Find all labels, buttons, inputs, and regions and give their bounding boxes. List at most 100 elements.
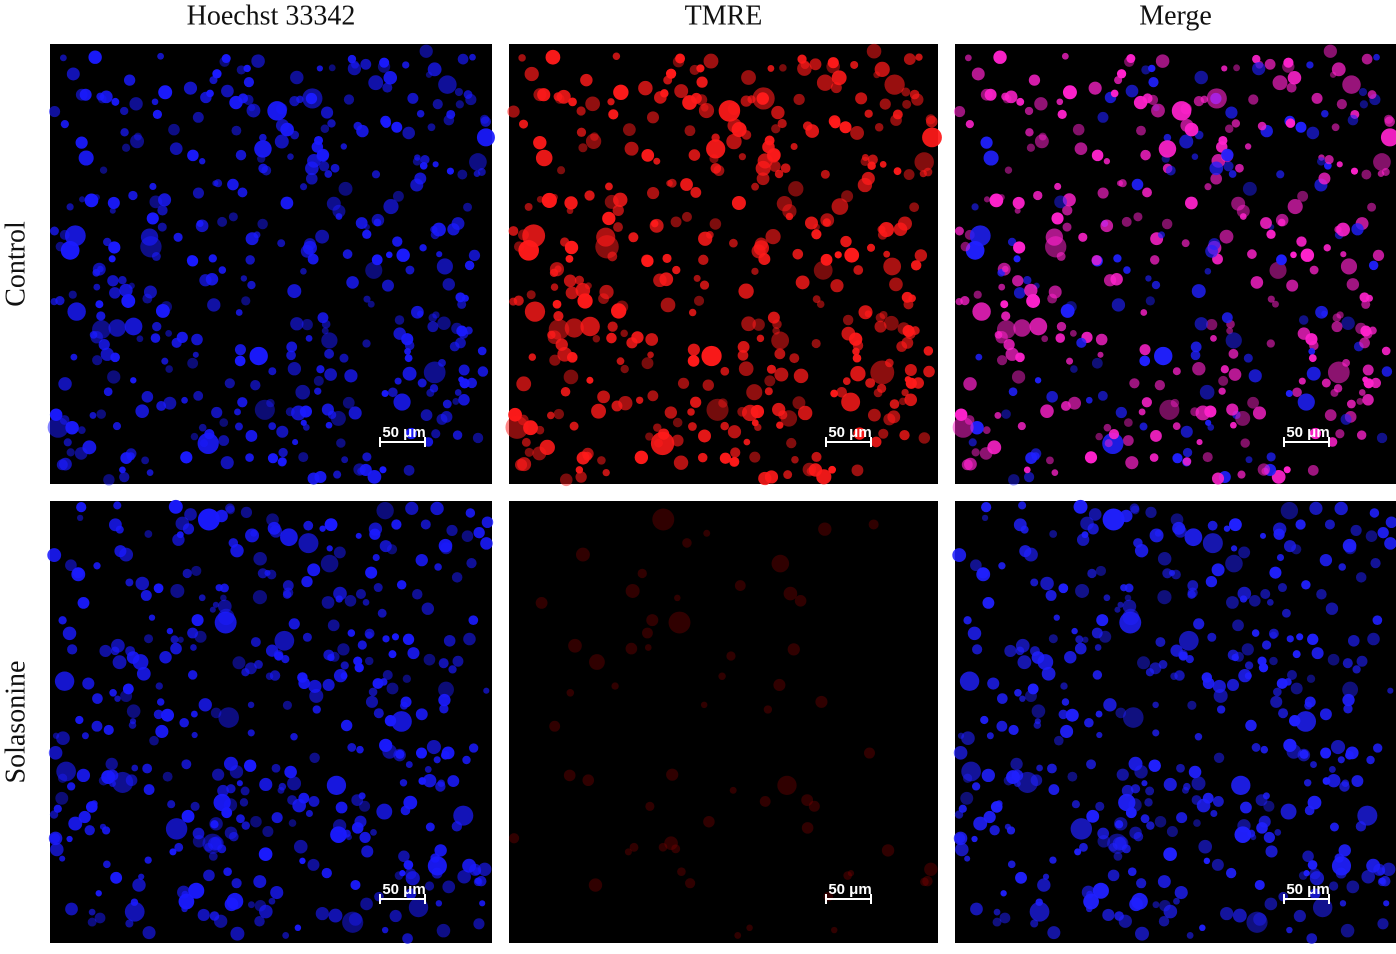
cell (1011, 370, 1026, 384)
cell (685, 878, 696, 889)
cell (340, 719, 353, 732)
cell (1148, 77, 1159, 88)
cell (1260, 217, 1272, 229)
cell (342, 396, 355, 409)
cell (1373, 153, 1391, 171)
cell (1204, 183, 1212, 191)
cell (1223, 525, 1231, 532)
cell (78, 150, 94, 166)
cell (379, 738, 393, 752)
cell (1383, 900, 1390, 907)
cell (883, 315, 899, 331)
cell (901, 336, 914, 349)
cell (393, 327, 406, 340)
cell (1218, 135, 1228, 146)
cell (955, 842, 969, 857)
cell (93, 562, 101, 570)
cell (1091, 254, 1102, 266)
cell (1048, 784, 1060, 795)
cell (1017, 422, 1026, 431)
cell (175, 516, 190, 531)
cell (362, 599, 370, 606)
cell (125, 919, 134, 928)
cell (1286, 926, 1293, 934)
cell (1380, 128, 1396, 147)
cell (1283, 466, 1291, 474)
cell (955, 297, 963, 306)
cell (426, 739, 441, 755)
cell (983, 150, 999, 166)
cell (730, 447, 741, 458)
cell (208, 254, 217, 263)
cell (1061, 52, 1069, 60)
cell (209, 911, 220, 921)
cell (1306, 674, 1316, 683)
cell (667, 178, 677, 188)
cell (1003, 339, 1015, 351)
cell (524, 447, 534, 457)
cell (1091, 627, 1103, 639)
cell (381, 926, 389, 934)
cell (568, 97, 577, 107)
cell (616, 357, 625, 366)
cell (1026, 143, 1036, 152)
cell (1367, 202, 1377, 212)
cell (126, 704, 141, 718)
cell (305, 334, 313, 342)
cell (620, 329, 628, 338)
cell (141, 391, 154, 403)
cell (72, 567, 84, 579)
cell (522, 224, 546, 248)
cell (682, 538, 692, 548)
cell (238, 93, 248, 104)
cell (267, 453, 279, 464)
cell (1114, 76, 1123, 85)
cell (183, 81, 198, 95)
cell (1266, 452, 1276, 462)
cell (395, 749, 405, 759)
cell (793, 93, 805, 106)
scale-bar-label: 50 μm (828, 424, 871, 441)
cell (1296, 633, 1304, 641)
cell (290, 733, 298, 741)
cell (438, 693, 451, 707)
cell (299, 405, 312, 418)
cell (1347, 114, 1359, 126)
cell (904, 376, 912, 383)
cell (479, 900, 486, 907)
cell (1158, 660, 1168, 669)
cell (93, 194, 100, 201)
cell (287, 362, 302, 376)
cell (513, 241, 525, 252)
cell (144, 530, 153, 538)
cell (1342, 693, 1355, 707)
cell (654, 438, 663, 448)
cell (347, 629, 356, 637)
cell (285, 407, 295, 417)
cell (47, 416, 69, 438)
cell (1273, 687, 1282, 697)
cell (719, 452, 732, 464)
cell (1381, 366, 1393, 377)
cell (774, 169, 784, 179)
cell (362, 452, 372, 462)
cell (468, 743, 479, 753)
cell (181, 809, 195, 823)
cell (1231, 196, 1246, 211)
cell (391, 633, 400, 641)
cell (1024, 106, 1034, 116)
cell (675, 53, 686, 64)
cell (779, 64, 787, 72)
cell (1276, 553, 1285, 562)
cell (121, 143, 131, 152)
cell (1206, 319, 1218, 331)
cell (213, 793, 231, 812)
cell (758, 471, 772, 486)
cell (674, 84, 689, 99)
cell (960, 241, 971, 252)
cell (681, 211, 692, 222)
cell (981, 768, 995, 783)
cell (392, 190, 404, 202)
cell (247, 729, 255, 737)
cell (1155, 637, 1166, 648)
